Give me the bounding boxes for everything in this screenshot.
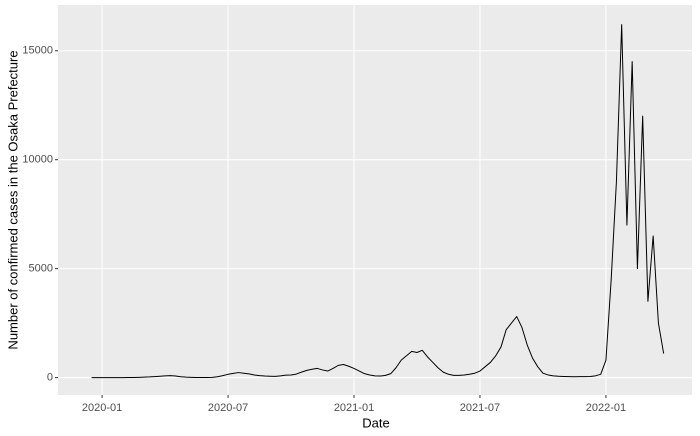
data-line <box>91 24 665 379</box>
y-tick-label: 10000 <box>22 154 53 166</box>
y-tick-label: 5000 <box>29 263 53 275</box>
y-axis-title: Number of confirmed cases in the Osaka P… <box>5 50 20 349</box>
y-tick-label: 0 <box>47 371 53 383</box>
plot-panel <box>58 5 692 395</box>
x-tick-label: 2020-07 <box>208 402 248 414</box>
x-tick-label: 2020-01 <box>82 402 122 414</box>
x-axis-title: Date <box>362 415 389 430</box>
x-tick-label: 2022-01 <box>586 402 626 414</box>
x-tick-label: 2021-07 <box>460 402 500 414</box>
x-tick-label: 2021-01 <box>334 402 374 414</box>
y-tick-label: 15000 <box>22 45 53 57</box>
